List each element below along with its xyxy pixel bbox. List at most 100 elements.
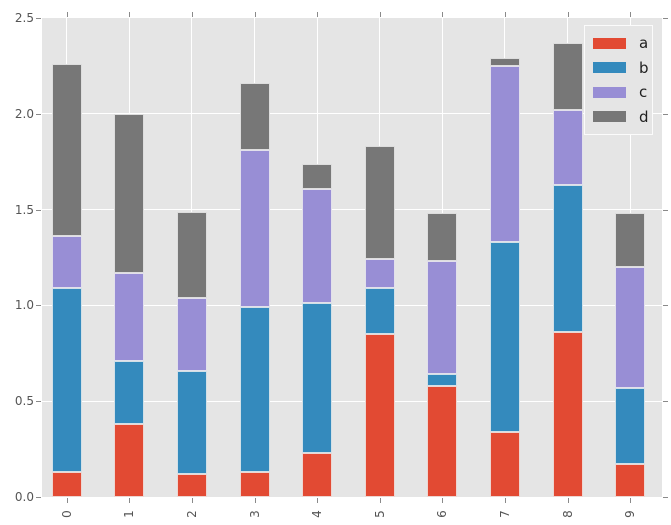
y-tick-mark-left	[36, 401, 41, 403]
stacked-bar-segment-b	[427, 374, 458, 386]
stacked-bar-segment-a	[489, 431, 520, 497]
y-tick-mark-right	[663, 209, 668, 211]
stacked-bar-segment-a	[239, 472, 270, 497]
x-tick-mark-top	[504, 12, 506, 17]
x-tick-label: 3	[247, 510, 262, 518]
stacked-bar-segment-a	[427, 385, 458, 497]
gridline-horizontal	[42, 304, 662, 307]
x-tick-mark-top	[254, 12, 256, 17]
stacked-bar-segment-a	[176, 474, 207, 497]
x-tick-label: 6	[435, 510, 450, 518]
y-tick-label: 0.5	[14, 394, 34, 409]
legend-swatch-a	[593, 37, 626, 49]
x-tick-mark-top	[66, 12, 68, 17]
legend-label: d	[639, 107, 649, 126]
stacked-bar-segment-b	[364, 288, 395, 335]
y-tick-label: 0.0	[14, 490, 34, 504]
stacked-bar-segment-a	[114, 424, 145, 497]
stacked-bar-segment-d	[489, 58, 520, 66]
stacked-bar-segment-a	[364, 334, 395, 497]
y-tick-mark-left	[36, 209, 41, 211]
x-tick-mark-bottom	[191, 498, 193, 503]
legend-swatch-d	[593, 111, 626, 123]
x-tick-mark-bottom	[254, 498, 256, 503]
stacked-bar-segment-c	[239, 150, 270, 308]
stacked-bar-segment-b	[552, 184, 583, 333]
x-tick-mark-top	[317, 12, 319, 17]
x-tick-label: 4	[310, 510, 325, 518]
stacked-bar-segment-d	[364, 146, 395, 260]
stacked-bar-segment-c	[552, 109, 583, 185]
stacked-bar-segment-b	[176, 370, 207, 474]
x-tick-mark-top	[630, 12, 632, 17]
x-tick-label: 5	[372, 510, 387, 518]
x-tick-mark-bottom	[567, 498, 569, 503]
stacked-bar-segment-c	[364, 259, 395, 289]
stacked-bar-segment-a	[615, 464, 646, 497]
stacked-bar-segment-c	[176, 297, 207, 371]
legend-row: d	[593, 109, 649, 125]
y-tick-mark-right	[663, 497, 668, 498]
stacked-bar-segment-a	[552, 332, 583, 497]
legend-row: c	[593, 83, 648, 102]
stacked-bar-segment-d	[302, 163, 333, 189]
stacked-bar-segment-b	[302, 303, 333, 453]
stacked-bar-segment-d	[239, 83, 270, 151]
stacked-bar-segment-b	[114, 360, 145, 425]
x-tick-label: 2	[184, 510, 199, 518]
x-tick-mark-top	[379, 12, 381, 17]
x-tick-mark-top	[567, 12, 569, 17]
x-tick-mark-bottom	[630, 498, 632, 503]
stacked-bar-segment-a	[51, 472, 82, 497]
stacked-bar-segment-d	[615, 213, 646, 268]
legend-label: c	[639, 83, 648, 102]
plot-area	[42, 18, 662, 497]
legend-row: b	[593, 60, 649, 76]
legend-label: a	[639, 34, 649, 53]
y-tick-label: 1.5	[14, 202, 34, 217]
legend-row: a	[593, 35, 648, 51]
x-tick-label: 9	[623, 510, 638, 518]
legend-label: b	[639, 58, 649, 77]
legend-swatch-b	[593, 62, 626, 74]
stacked-bar-segment-b	[489, 242, 520, 432]
stacked-bar-segment-b	[239, 307, 270, 473]
stacked-bar-segment-c	[302, 188, 333, 304]
gridline-horizontal	[42, 113, 662, 115]
x-tick-label: 7	[497, 510, 512, 518]
y-tick-label: 2.5	[14, 11, 34, 25]
x-tick-mark-bottom	[66, 498, 68, 503]
y-tick-mark-left	[36, 305, 41, 307]
y-tick-mark-right	[663, 113, 668, 115]
x-tick-label: 8	[560, 510, 575, 518]
y-tick-label: 1.0	[14, 298, 34, 313]
x-tick-label: 0	[59, 510, 74, 518]
x-tick-label: 1	[122, 510, 137, 518]
y-tick-mark-left	[36, 113, 41, 115]
legend-swatch-c	[593, 86, 626, 98]
stacked-bar-segment-c	[427, 261, 458, 375]
x-tick-mark-top	[191, 12, 193, 17]
gridline-horizontal	[42, 208, 662, 211]
x-tick-mark-bottom	[379, 498, 381, 503]
stacked-bar-segment-d	[552, 42, 583, 110]
stacked-bar-segment-d	[427, 213, 458, 262]
x-tick-mark-bottom	[129, 498, 131, 503]
stacked-bar-segment-c	[615, 267, 646, 388]
y-tick-mark-left	[36, 497, 41, 498]
y-tick-label: 2.0	[14, 106, 34, 121]
stacked-bar-segment-d	[176, 211, 207, 298]
stacked-bar-segment-b	[615, 387, 646, 465]
x-tick-mark-bottom	[504, 498, 506, 503]
stacked-bar-segment-b	[51, 288, 82, 473]
gridline-horizontal	[42, 400, 662, 402]
stacked-bar-segment-c	[489, 65, 520, 243]
stacked-bar-segment-d	[114, 113, 145, 273]
stacked-bar-segment-c	[51, 236, 82, 289]
y-tick-mark-right	[663, 305, 668, 307]
x-tick-mark-top	[442, 12, 444, 17]
stacked-bar-segment-a	[302, 452, 333, 497]
x-tick-mark-bottom	[442, 498, 444, 503]
